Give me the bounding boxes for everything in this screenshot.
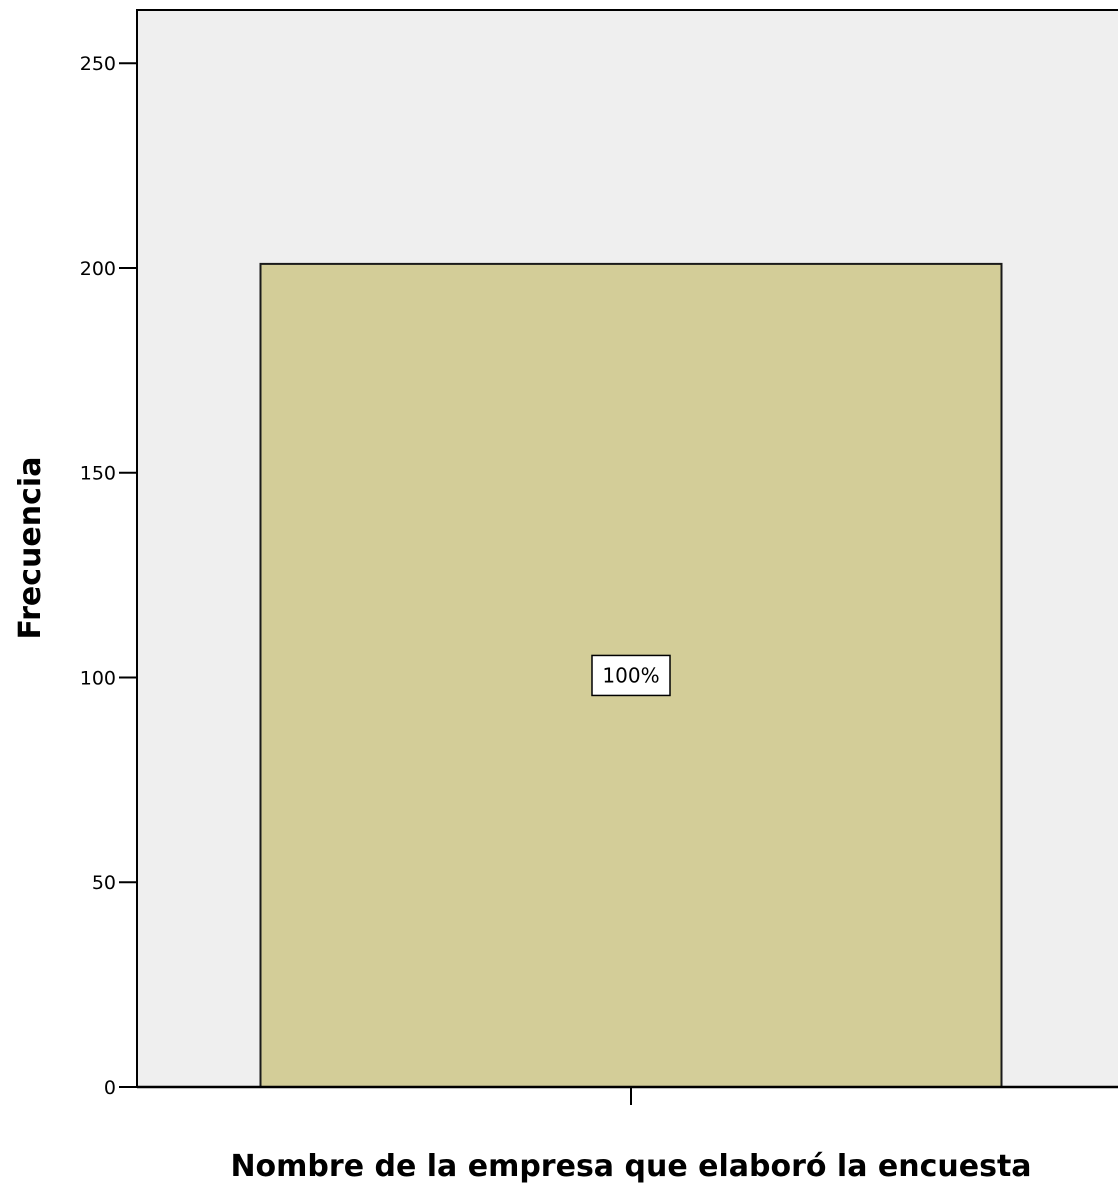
x-axis — [137, 1085, 1118, 1105]
y-tick-label: 100 — [80, 667, 116, 689]
y-tick-label: 250 — [80, 53, 116, 75]
x-axis-title: Nombre de la empresa que elaboró la encu… — [230, 1149, 1031, 1184]
y-axis-title: Frecuencia — [13, 457, 48, 640]
y-tick-label: 150 — [80, 463, 116, 485]
y-tick-label: 0 — [104, 1077, 116, 1099]
y-tick-label: 50 — [92, 872, 116, 894]
bars-group: 100% — [259, 262, 1003, 1088]
y-axis: 0 50 100 150 200 250 — [80, 53, 137, 1099]
y-tick-label: 200 — [80, 258, 116, 280]
data-label: 100% — [602, 663, 659, 687]
data-label-box — [591, 654, 671, 697]
